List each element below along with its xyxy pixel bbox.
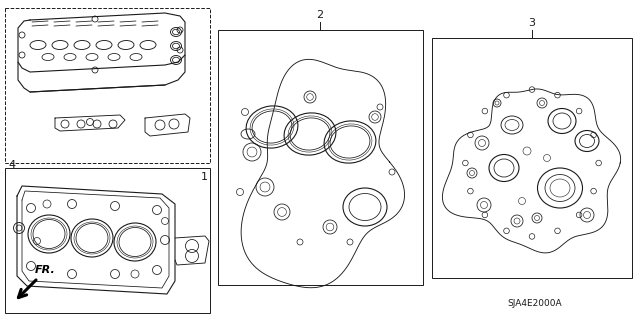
Bar [5, 168, 210, 313]
Text: 1: 1 [201, 172, 208, 182]
Text: FR.: FR. [35, 265, 56, 275]
Text: 4: 4 [8, 160, 15, 170]
Bar [5, 8, 210, 163]
Text: SJA4E2000A: SJA4E2000A [508, 299, 563, 308]
Text: 3: 3 [529, 18, 536, 28]
Bar [218, 30, 423, 285]
Bar [432, 38, 632, 278]
Text: 2: 2 [316, 10, 324, 20]
